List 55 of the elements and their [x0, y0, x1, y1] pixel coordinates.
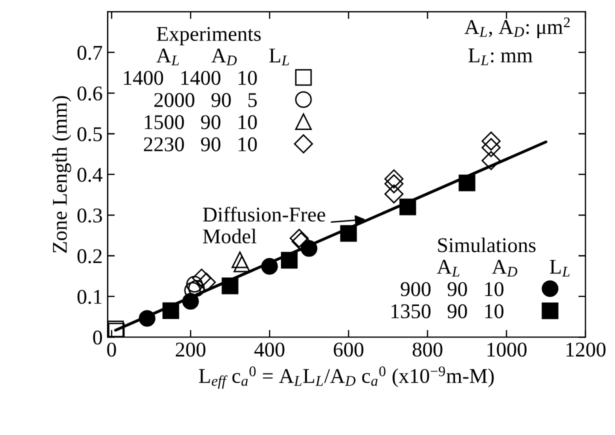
legend-label: 900 90 10 — [400, 282, 504, 296]
point — [292, 232, 311, 252]
y-tick-label: 0.1 — [78, 290, 102, 304]
annotation: A$_{L}$, A$_{D}$: μm$^{2}$ — [464, 17, 570, 38]
x-tick-label: 0 — [107, 342, 116, 357]
y-axis-title: Zone Length (mm) — [52, 96, 72, 253]
text: A$_{L}$ A$_{D}$ L$_{L}$ — [436, 260, 570, 277]
y-tick-label: 0 — [93, 330, 102, 345]
point — [290, 228, 309, 248]
legend-title: Experiments — [156, 26, 261, 46]
point — [184, 282, 201, 299]
x-tick-label: 200 — [176, 342, 206, 357]
point — [222, 278, 238, 294]
x-tick-label: 800 — [412, 342, 442, 357]
point — [458, 174, 476, 192]
text: A$_{L}$ A$_{D}$ L$_{L}$ — [156, 48, 290, 66]
point — [188, 280, 205, 297]
legend-label: 1350 90 10 — [391, 304, 504, 318]
y-tick-label: 0.3 — [78, 208, 102, 223]
point — [280, 252, 298, 269]
point — [300, 240, 318, 257]
point — [261, 258, 278, 275]
legend-title: Simulations — [438, 238, 536, 252]
annotation: L$_{L}$: mm — [468, 48, 532, 66]
point — [138, 310, 156, 327]
legend-label: 1500 90 10 — [144, 115, 257, 130]
point — [192, 268, 212, 288]
point — [384, 169, 404, 188]
point — [482, 151, 501, 170]
y-tick-label: 0.6 — [78, 86, 102, 101]
text: L$_{eff}$ c$_{a}$$^{0}$ = A$_{L}$L$_{L}$/A$_{D}$ c$_{a}$$^{0}$ (x10$^{−9}$m-M) — [199, 366, 494, 389]
point — [399, 198, 416, 216]
point — [162, 302, 180, 320]
point — [182, 293, 199, 310]
annotation: Diffusion-Free Model — [203, 206, 326, 244]
y-tick-label: 0.5 — [78, 127, 102, 142]
x-tick-label: 600 — [334, 342, 364, 357]
point — [384, 174, 404, 194]
point — [340, 225, 357, 242]
x-tick-label: 1200 — [566, 342, 606, 357]
point — [186, 276, 203, 293]
point — [482, 138, 501, 158]
point — [196, 272, 216, 292]
legend-label: 2230 90 10 — [144, 137, 257, 152]
y-tick-label: 0.2 — [78, 249, 102, 264]
point — [232, 252, 248, 268]
legend-label: 1400 1400 10 — [124, 70, 257, 85]
point — [384, 184, 404, 204]
legend-label: 2000 90 5 — [154, 93, 257, 108]
point — [482, 132, 501, 151]
x-tick-label: 400 — [254, 342, 284, 357]
x-tick-label: 1000 — [487, 342, 527, 357]
y-tick-label: 0.7 — [78, 46, 102, 60]
y-tick-label: 0.4 — [78, 168, 102, 182]
point — [234, 256, 250, 272]
